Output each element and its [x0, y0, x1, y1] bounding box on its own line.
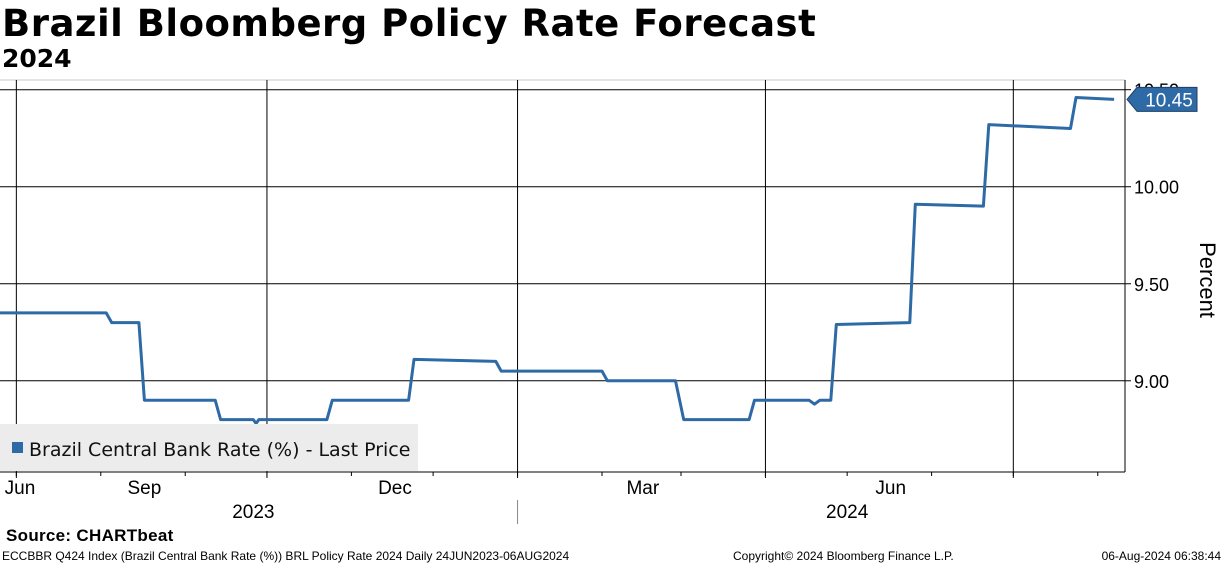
legend-box	[0, 424, 418, 471]
y-axis-title: Percent	[1195, 242, 1220, 318]
y-tick-label: 10.00	[1134, 178, 1179, 198]
x-tick-label: Mar	[626, 478, 659, 499]
chart-subtitle: 2024	[2, 44, 72, 73]
y-tick-label: 9.00	[1134, 372, 1169, 392]
x-tick-label: Jun	[5, 478, 36, 499]
legend-swatch	[12, 442, 23, 453]
footer-copyright: Copyright© 2024 Bloomberg Finance L.P.	[733, 549, 954, 563]
footer-timestamp: 06-Aug-2024 06:38:44	[1101, 549, 1221, 563]
x-tick-label: Dec	[378, 478, 412, 499]
x-tick-label: Jun	[875, 478, 906, 499]
legend-label: Brazil Central Bank Rate (%) - Last Pric…	[29, 439, 410, 461]
x-tick-label: Sep	[127, 478, 161, 499]
last-value-label: 10.45	[1145, 90, 1193, 111]
last-value-tag	[1126, 86, 1198, 112]
year-label: 2023	[232, 502, 274, 523]
year-label: 2024	[826, 502, 869, 523]
source-note: Source: CHARTbeat	[6, 526, 174, 545]
chart-title: Brazil Bloomberg Policy Rate Forecast	[2, 2, 817, 45]
series-line	[0, 96, 1115, 425]
y-tick-label: 9.50	[1134, 275, 1169, 295]
footer-ticker: ECCBBR Q424 Index (Brazil Central Bank R…	[2, 549, 570, 563]
